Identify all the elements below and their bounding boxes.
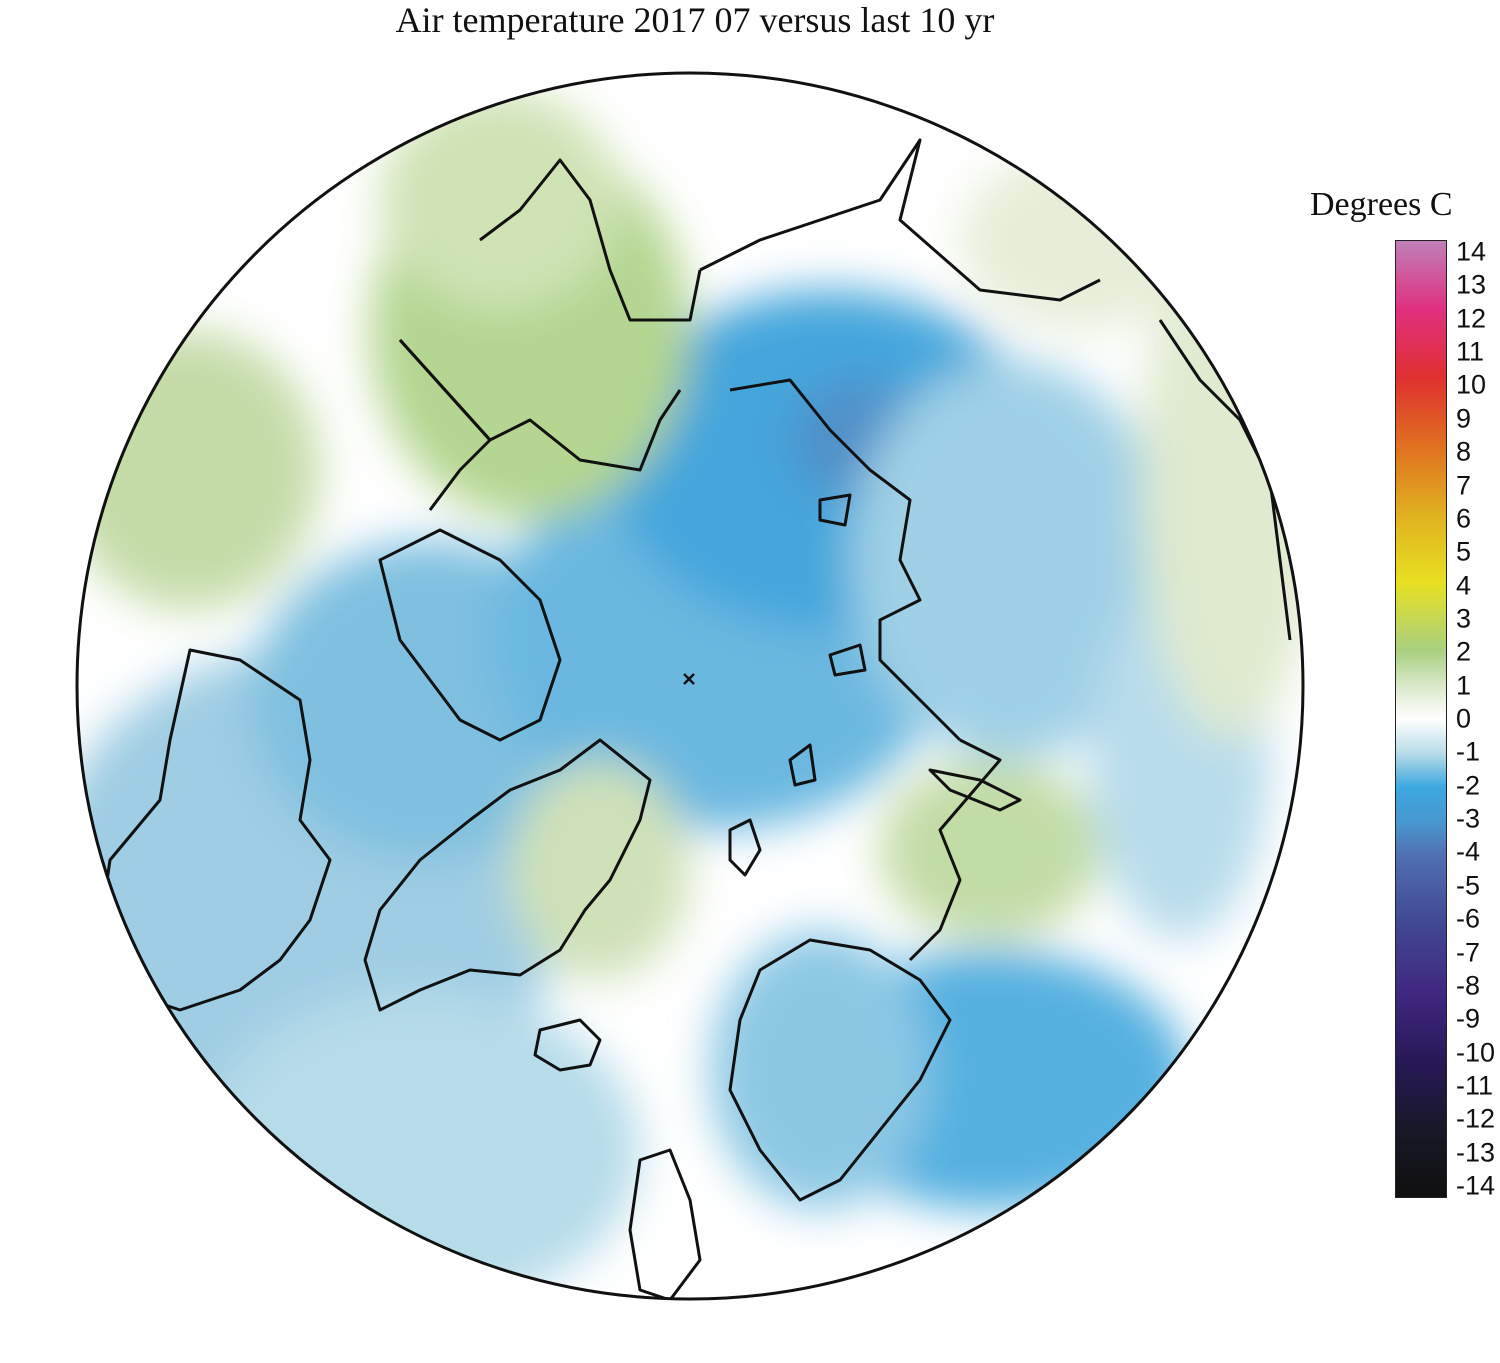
coast-greenland — [363, 738, 652, 1012]
polar-map — [75, 71, 1305, 1301]
colorbar-tick-label: -6 — [1456, 903, 1481, 934]
colorbar-tick-label: -5 — [1456, 870, 1481, 901]
coast-iceland — [533, 1018, 602, 1072]
colorbar-tick-label: -14 — [1456, 1170, 1496, 1201]
colorbar-tick-label: -4 — [1456, 836, 1481, 867]
anomaly-patch-laptev — [850, 360, 1170, 760]
colorbar-tick-label: 1 — [1456, 670, 1472, 701]
colorbar-tick-label: 2 — [1456, 636, 1472, 667]
colorbar-tick-label: 13 — [1456, 269, 1487, 300]
colorbar-tick-label: -10 — [1456, 1037, 1496, 1068]
colorbar-tick-label: 10 — [1456, 369, 1487, 400]
anomaly-patch-far-east — [1140, 220, 1303, 740]
coast-archipelago — [378, 528, 562, 742]
coast-chukotka — [699, 138, 1101, 302]
colorbar-tick-label: 12 — [1456, 303, 1487, 334]
colorbar-tick-label: 9 — [1456, 403, 1472, 434]
coast-scandinavia — [728, 938, 952, 1202]
colorbar-tick-label: 14 — [1456, 236, 1487, 267]
north-pole-marker — [683, 673, 695, 685]
coast-russia-north — [908, 738, 1002, 962]
legend-title: Degrees C — [1310, 186, 1453, 223]
colorbar-tick-label: 6 — [1456, 503, 1472, 534]
coast-franz-josef — [788, 743, 817, 787]
coast-alaska-border — [398, 338, 492, 511]
colorbar-tick-label: 3 — [1456, 603, 1472, 634]
colorbar-tick-label: -11 — [1456, 1070, 1494, 1101]
colorbar-tick-label: -1 — [1456, 736, 1481, 767]
colorbar-tick-label: -8 — [1456, 970, 1481, 1001]
colorbar-tick-label: 0 — [1456, 703, 1472, 734]
colorbar-tick-label: -13 — [1456, 1137, 1496, 1168]
coast-novaya-zemlya — [928, 768, 1022, 812]
colorbar-ticks: 14 13 12 11 10 9 8 7 6 5 4 3 2 1 0 -1 -2 -3 -4 -5 -6 -7 -8 -9 -1… — [1456, 236, 1500, 1201]
anomaly-patch-west-siberia — [880, 760, 1100, 940]
colorbar-tick-label: -9 — [1456, 1003, 1481, 1034]
colorbar-tick-label: 5 — [1456, 536, 1472, 567]
colorbar-tick-label: -7 — [1456, 937, 1481, 967]
map-boundary — [75, 71, 1305, 1301]
anomaly-patch-bering — [380, 90, 620, 310]
anomaly-patch-greenland-east — [510, 760, 690, 980]
colorbar-tick-label: 11 — [1456, 336, 1485, 367]
anomaly-patch-atlantic — [200, 990, 640, 1299]
colorbar-tick-label: -12 — [1456, 1103, 1496, 1134]
colorbar-tick-label: -2 — [1456, 770, 1481, 801]
colorbar-tick-label: -3 — [1456, 803, 1481, 834]
coast-wrangel — [818, 493, 852, 527]
anomaly-patch-northeast-asia — [960, 150, 1200, 330]
colorbar-tick-label: 7 — [1456, 470, 1472, 500]
colorbar-tick-label: 4 — [1456, 570, 1472, 601]
anomaly-patch-pacific — [77, 330, 320, 610]
coast-canada — [98, 648, 332, 1012]
coast-bering — [479, 158, 702, 322]
anomaly-field — [77, 90, 1303, 1299]
coast-severnaya — [828, 643, 867, 677]
colorbar-tick-label: 8 — [1456, 436, 1472, 467]
map-title: Air temperature 2017 07 versus last 10 y… — [395, 0, 995, 40]
coast-britain — [628, 1148, 702, 1299]
colorbar — [1395, 240, 1447, 1198]
coast-svalbard — [728, 818, 762, 877]
coast-siberia — [729, 378, 962, 742]
anomaly-patch-scandinavia — [710, 930, 930, 1210]
